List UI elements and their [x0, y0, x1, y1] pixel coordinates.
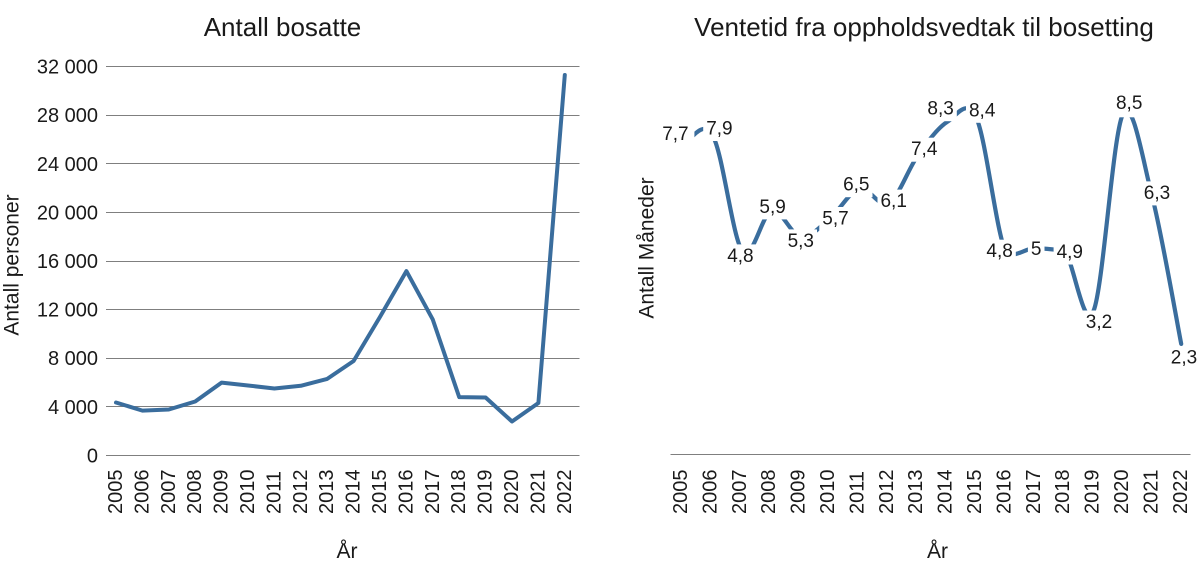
svg-text:Antall Måneder: Antall Måneder — [636, 177, 659, 318]
svg-text:20 000: 20 000 — [37, 202, 98, 224]
svg-text:8 000: 8 000 — [48, 348, 98, 370]
svg-text:2011: 2011 — [263, 471, 285, 514]
svg-text:2007: 2007 — [729, 470, 751, 515]
svg-text:2018: 2018 — [1052, 470, 1074, 515]
svg-text:2016: 2016 — [993, 470, 1015, 515]
svg-text:2013: 2013 — [316, 470, 338, 515]
svg-text:2014: 2014 — [935, 470, 957, 515]
svg-text:2010: 2010 — [237, 470, 259, 515]
svg-text:2014: 2014 — [343, 470, 365, 515]
svg-text:4,8: 4,8 — [986, 241, 1012, 262]
svg-text:6,3: 6,3 — [1144, 183, 1170, 204]
svg-text:2016: 2016 — [395, 470, 417, 515]
svg-text:2010: 2010 — [817, 470, 839, 515]
svg-text:2008: 2008 — [758, 470, 780, 515]
svg-text:8,4: 8,4 — [969, 100, 996, 121]
svg-text:2008: 2008 — [184, 470, 206, 515]
svg-text:2005: 2005 — [105, 470, 127, 515]
svg-text:6,5: 6,5 — [843, 175, 869, 196]
svg-text:2021: 2021 — [527, 470, 549, 515]
svg-text:8,3: 8,3 — [927, 99, 953, 120]
svg-text:År: År — [927, 540, 948, 563]
svg-text:4 000: 4 000 — [48, 397, 98, 419]
svg-text:2019: 2019 — [475, 470, 497, 514]
svg-text:28 000: 28 000 — [37, 105, 98, 127]
svg-text:5,9: 5,9 — [759, 197, 785, 218]
svg-text:2012: 2012 — [876, 470, 898, 515]
svg-text:Antall bosatte: Antall bosatte — [204, 12, 362, 42]
svg-text:7,9: 7,9 — [706, 119, 732, 140]
svg-text:2020: 2020 — [1111, 470, 1133, 515]
svg-text:0: 0 — [87, 446, 98, 468]
svg-text:7,7: 7,7 — [662, 124, 688, 145]
svg-text:2022: 2022 — [1170, 470, 1192, 515]
svg-text:2015: 2015 — [369, 470, 391, 515]
svg-text:8,5: 8,5 — [1116, 93, 1142, 114]
svg-text:5: 5 — [1031, 239, 1042, 260]
svg-text:2009: 2009 — [788, 470, 810, 515]
svg-text:Ventetid fra oppholdsvedtak ti: Ventetid fra oppholdsvedtak til bosettin… — [694, 12, 1154, 42]
svg-text:År: År — [337, 540, 358, 563]
svg-text:Antall personer: Antall personer — [1, 194, 24, 335]
svg-text:2009: 2009 — [211, 470, 233, 515]
svg-text:16 000: 16 000 — [37, 251, 98, 273]
svg-text:2017: 2017 — [422, 470, 444, 515]
svg-text:2015: 2015 — [964, 470, 986, 515]
svg-text:3,2: 3,2 — [1086, 312, 1112, 333]
svg-text:7,4: 7,4 — [911, 139, 938, 160]
svg-text:2018: 2018 — [448, 470, 470, 515]
svg-text:2,3: 2,3 — [1171, 348, 1197, 369]
svg-text:2019: 2019 — [1082, 470, 1104, 515]
svg-text:2007: 2007 — [158, 470, 180, 515]
svg-text:2021: 2021 — [1140, 470, 1162, 515]
svg-text:2006: 2006 — [699, 470, 721, 515]
svg-text:2006: 2006 — [131, 470, 153, 515]
svg-text:24 000: 24 000 — [37, 154, 98, 176]
svg-text:6,1: 6,1 — [880, 191, 906, 212]
svg-text:5,3: 5,3 — [788, 231, 814, 252]
svg-text:2011: 2011 — [846, 471, 868, 514]
svg-text:2013: 2013 — [905, 470, 927, 515]
svg-text:2022: 2022 — [554, 470, 576, 515]
svg-text:2017: 2017 — [1023, 470, 1045, 515]
svg-text:2005: 2005 — [670, 470, 692, 515]
svg-text:4,8: 4,8 — [727, 246, 753, 267]
svg-text:4,9: 4,9 — [1057, 242, 1083, 263]
svg-text:2012: 2012 — [290, 470, 312, 515]
svg-text:32 000: 32 000 — [37, 57, 98, 79]
svg-text:5,7: 5,7 — [822, 209, 848, 230]
svg-text:12 000: 12 000 — [37, 300, 98, 322]
svg-text:2020: 2020 — [501, 470, 523, 515]
